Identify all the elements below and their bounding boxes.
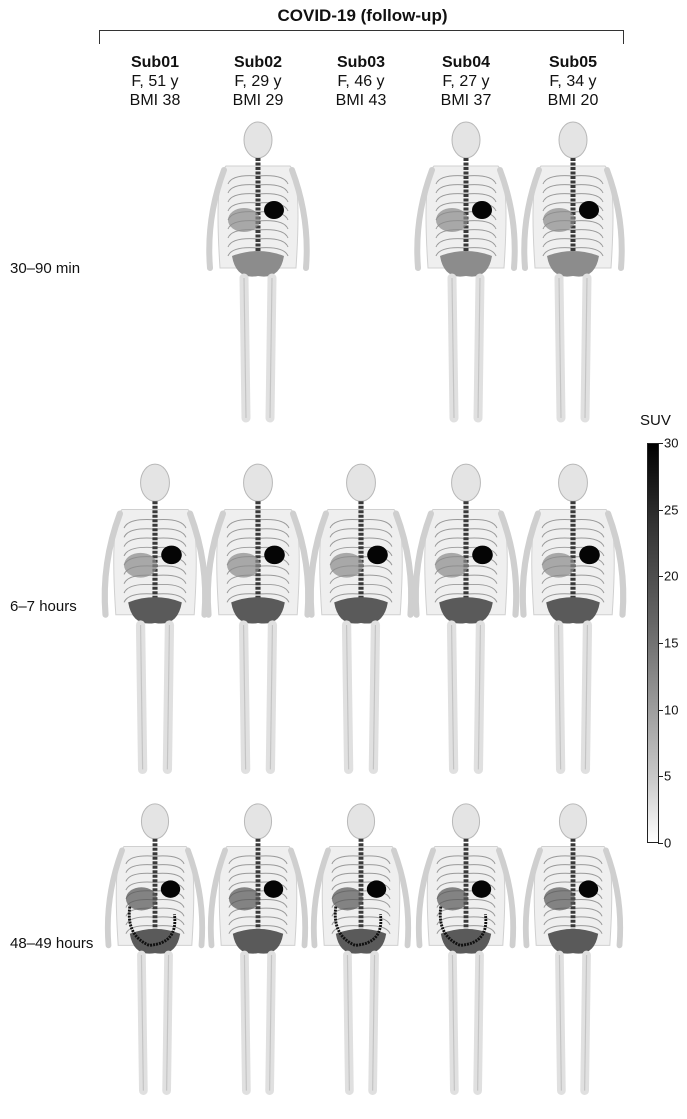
pet-scan-image [207, 803, 309, 1095]
subject-id: Sub01 [130, 54, 179, 71]
pet-scan-image [521, 121, 625, 423]
pet-scan-image [101, 463, 209, 775]
subject-id: Sub02 [233, 54, 282, 71]
pet-scan-image [206, 121, 310, 423]
colorbar-tick-mark [658, 776, 663, 778]
group-bracket [99, 30, 624, 44]
colorbar-tick-mark [658, 443, 663, 444]
colorbar-tick-label: 20 [664, 568, 679, 584]
pet-scan-image [519, 463, 627, 775]
colorbar-label: SUV [640, 412, 671, 429]
subject-id: Sub05 [548, 54, 597, 71]
timepoint-label: 6–7 hours [10, 598, 77, 615]
subject-bmi: BMI 20 [547, 92, 599, 109]
subject-bmi: BMI 38 [129, 92, 181, 109]
pet-scan-image [104, 803, 206, 1095]
colorbar-tick-label: 30 [664, 435, 679, 451]
colorbar-tick-label: 25 [664, 502, 679, 518]
subject-bmi: BMI 37 [440, 92, 492, 109]
subject-header: Sub01 F, 51 y BMI 38 [95, 53, 215, 110]
subject-sex-age: F, 46 y [337, 73, 385, 90]
timepoint-label: 48–49 hours [10, 935, 94, 952]
colorbar-tick-mark [658, 709, 663, 711]
subject-sex-age: F, 29 y [234, 73, 282, 90]
pet-scan-image [414, 121, 518, 423]
timepoint-label: 30–90 min [10, 260, 81, 277]
colorbar-tick-label: 5 [664, 768, 672, 784]
pet-scan-image [310, 803, 412, 1095]
subject-id: Sub03 [336, 54, 385, 71]
subject-header: Sub02 F, 29 y BMI 29 [198, 53, 318, 110]
subject-header: Sub03 F, 46 y BMI 43 [301, 53, 421, 110]
pet-scan-image [415, 803, 517, 1095]
colorbar-tick-label: 0 [664, 835, 672, 851]
colorbar-tick-label: 15 [664, 635, 679, 651]
colorbar-tick-mark [658, 643, 663, 644]
subject-sex-age: F, 51 y [131, 73, 179, 90]
colorbar-tick-label: 10 [664, 702, 679, 718]
subject-id: Sub04 [441, 54, 490, 71]
pet-scan-image [204, 463, 312, 775]
colorbar-tick-mark [658, 509, 663, 511]
pet-scan-image [412, 463, 520, 775]
pet-scan-image [522, 803, 624, 1095]
colorbar-tick-mark [658, 843, 663, 844]
subject-bmi: BMI 29 [232, 92, 284, 109]
pet-scan-image [307, 463, 415, 775]
subject-bmi: BMI 43 [335, 92, 387, 109]
group-title: COVID-19 (follow-up) [277, 6, 448, 25]
subject-sex-age: F, 34 y [549, 73, 597, 90]
subject-header: Sub04 F, 27 y BMI 37 [406, 53, 526, 110]
colorbar-tick-mark [658, 576, 663, 578]
subject-sex-age: F, 27 y [442, 73, 490, 90]
subject-header: Sub05 F, 34 y BMI 20 [513, 53, 633, 110]
